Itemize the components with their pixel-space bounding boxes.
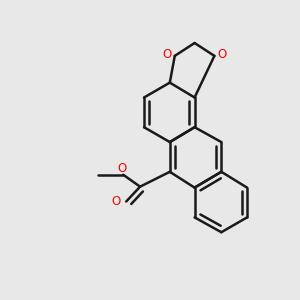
Text: O: O: [163, 48, 172, 61]
Text: O: O: [217, 48, 226, 61]
Text: O: O: [111, 195, 120, 208]
Text: O: O: [117, 162, 126, 175]
